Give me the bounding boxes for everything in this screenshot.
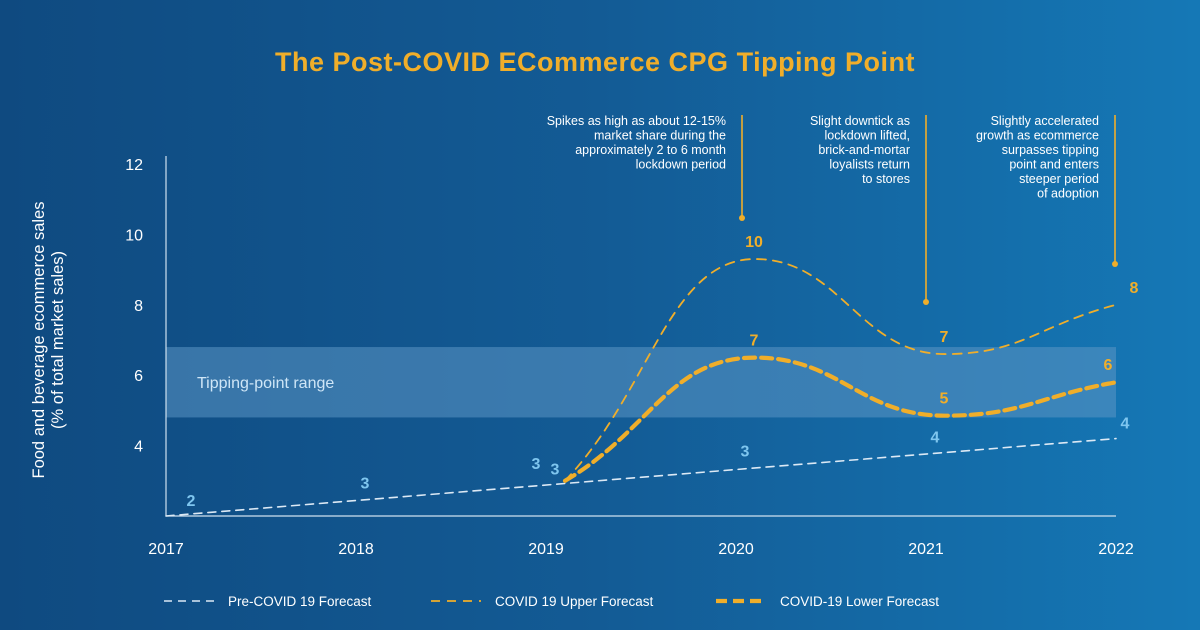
lower-forecast-data-label: 3 <box>532 456 541 473</box>
x-tick-label: 2022 <box>1098 541 1134 558</box>
pre-covid-data-label: 4 <box>1121 416 1130 433</box>
annotation-text: Spikes as high as about 12-15% <box>547 114 726 128</box>
lower-forecast-data-label: 7 <box>750 333 759 350</box>
lower-forecast-data-label: 5 <box>940 391 949 408</box>
tipping-range-label: Tipping-point range <box>197 375 334 392</box>
y-tick-label: 6 <box>134 368 143 385</box>
legend-label-3: COVID-19 Lower Forecast <box>780 594 939 609</box>
tipping-range-band <box>166 347 1116 418</box>
annotation-text: of adoption <box>1037 187 1099 201</box>
pre-covid-data-label: 3 <box>741 444 750 461</box>
annotation-text: to stores <box>862 172 910 186</box>
annotation-text: loyalists return <box>829 158 910 172</box>
y-axis-label-line2: (% of total market sales) <box>49 251 67 429</box>
y-axis-label: Food and beverage ecommerce sales (% of t… <box>30 202 67 479</box>
annotation-text: lockdown lifted, <box>825 129 910 143</box>
annotation-text: growth as ecommerce <box>976 129 1099 143</box>
x-tick-label: 2021 <box>908 541 944 558</box>
y-tick-label: 4 <box>134 439 143 456</box>
annotation-dot <box>739 215 745 221</box>
pre-covid-data-label: 3 <box>551 461 560 478</box>
x-tick-label: 2017 <box>148 541 184 558</box>
series-line-3 <box>562 355 1119 483</box>
upper-forecast-data-label: 10 <box>745 234 763 251</box>
y-tick-label: 8 <box>134 298 143 315</box>
annotation-text: surpasses tipping <box>1002 143 1099 157</box>
legend-label-2: COVID 19 Upper Forecast <box>495 594 654 609</box>
chart-title: The Post-COVID ECommerce CPG Tipping Poi… <box>275 47 915 77</box>
annotation-dot <box>923 299 929 305</box>
y-tick-label: 12 <box>125 157 143 174</box>
annotation-text: Slightly accelerated <box>991 114 1099 128</box>
pre-covid-data-label: 4 <box>931 430 940 447</box>
y-tick-label: 10 <box>125 227 143 244</box>
annotation-text: steeper period <box>1019 172 1099 186</box>
y-axis-label-line1: Food and beverage ecommerce sales <box>30 202 48 479</box>
legend-label-1: Pre-COVID 19 Forecast <box>228 594 372 609</box>
x-tick-label: 2018 <box>338 541 374 558</box>
lower-forecast-data-label: 6 <box>1104 357 1113 374</box>
pre-covid-data-label: 2 <box>187 493 196 510</box>
upper-forecast-data-label: 8 <box>1130 280 1139 297</box>
annotation-text: market share during the <box>594 129 726 143</box>
annotation-dot <box>1112 261 1118 267</box>
x-tick-label: 2020 <box>718 541 754 558</box>
upper-forecast-data-label: 7 <box>940 329 949 346</box>
series-line-1 <box>165 437 1117 517</box>
annotation-text: Slight downtick as <box>810 114 910 128</box>
annotation-text: approximately 2 to 6 month <box>575 143 726 157</box>
x-tick-label: 2019 <box>528 541 564 558</box>
series-line-2 <box>564 258 1117 482</box>
annotation-text: lockdown period <box>636 158 726 172</box>
annotation-text: point and enters <box>1009 158 1099 172</box>
annotation-text: brick-and-mortar <box>818 143 910 157</box>
pre-covid-data-label: 3 <box>361 475 370 492</box>
